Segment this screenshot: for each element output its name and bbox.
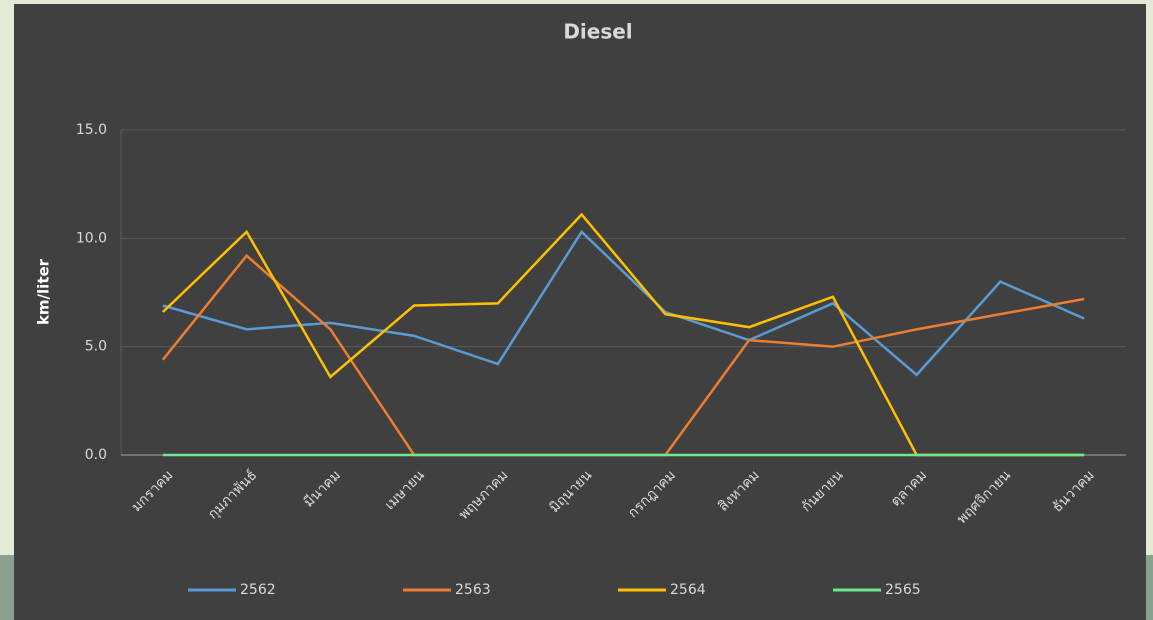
legend-label: 2564: [670, 582, 706, 598]
y-tick-label: 0.0: [85, 447, 107, 463]
y-tick-label: 10.0: [76, 230, 107, 246]
decor: [1146, 555, 1153, 620]
y-tick-label: 5.0: [85, 339, 107, 355]
y-tick-label: 15.0: [76, 122, 107, 138]
y-axis-title: km/liter: [35, 258, 53, 325]
decor: [0, 555, 14, 620]
legend-label: 2565: [885, 582, 921, 598]
legend-label: 2563: [455, 582, 491, 598]
legend-label: 2562: [240, 582, 276, 598]
series-line: [162, 229, 1085, 377]
chart-title: Diesel: [563, 20, 632, 44]
